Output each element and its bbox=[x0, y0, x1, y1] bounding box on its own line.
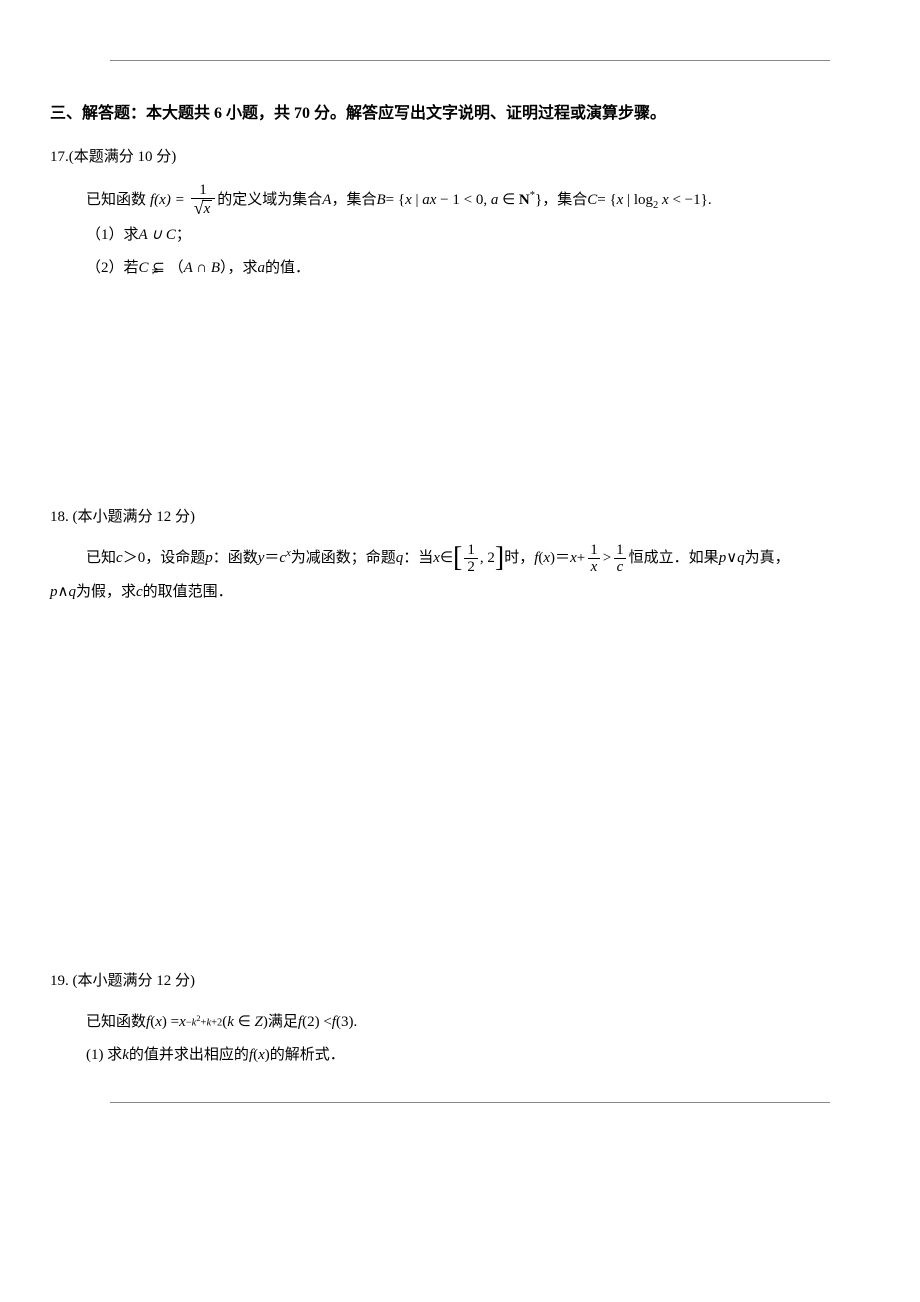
q18-x1: x bbox=[433, 542, 440, 575]
q18-head: 18. (本小题满分 12 分) bbox=[50, 505, 870, 526]
q17-p1-label: （1）求 bbox=[86, 219, 139, 252]
q18-c1: c bbox=[116, 542, 123, 575]
q18-and: ∧ bbox=[58, 576, 69, 609]
q18-colon1: ：函数 bbox=[213, 542, 258, 575]
q18-x2: x bbox=[543, 542, 550, 575]
q18-false: 为假，求 bbox=[76, 576, 136, 609]
q17-p2-label: （2）若 bbox=[86, 252, 139, 285]
q18-when: 时， bbox=[504, 542, 534, 575]
q17-comma1: ，集合 bbox=[331, 184, 376, 217]
q17-p2-mid2: ），求 bbox=[220, 252, 258, 285]
q18-interval: [ 12 , 2 ] bbox=[453, 542, 504, 576]
q18-q2: q bbox=[737, 542, 745, 575]
q19-part1: (1) 求 k 的值并求出相应的 f(x) 的解析式． bbox=[86, 1039, 870, 1072]
q18-line1: 已知 c ＞0，设命题 p ：函数 y ＝ cx 为减函数；命题 q ：当 x … bbox=[86, 542, 870, 576]
q19-k: k bbox=[122, 1039, 129, 1072]
q19-head: 19. (本小题满分 12 分) bbox=[50, 969, 870, 990]
q17-part1: （1）求 A ∪ C ； bbox=[86, 219, 870, 252]
q17-period: . bbox=[708, 184, 712, 217]
section-header: 三、解答题：本大题共 6 小题，共 70 分。解答应写出文字说明、证明过程或演算… bbox=[50, 101, 870, 127]
q18-prefix: 已知 bbox=[86, 542, 116, 575]
q18-1overx: 1x bbox=[587, 542, 601, 576]
q19-period: . bbox=[353, 1006, 357, 1039]
q17-A: A bbox=[322, 184, 331, 217]
q18-or: ∨ bbox=[726, 542, 737, 575]
q18-q3: q bbox=[68, 576, 76, 609]
q18-cgt0: ＞0，设命题 bbox=[123, 542, 206, 575]
q17-line1: 已知函数 f(x) = 1 √x 的定义域为集合 A ，集合 B = {x | … bbox=[86, 182, 870, 219]
gap-1 bbox=[50, 285, 870, 505]
q18-eq1: ＝ bbox=[264, 542, 279, 575]
q18-p1: p bbox=[205, 542, 213, 575]
q19-kz: (k ∈ Z) bbox=[222, 1006, 268, 1039]
q18-range: 的取值范围． bbox=[143, 576, 233, 609]
q18-c2: c bbox=[136, 576, 143, 609]
q19-tail: 的解析式． bbox=[270, 1039, 345, 1072]
q19-prefix: 已知函数 bbox=[86, 1006, 146, 1039]
q17-Cexpr: = {x | log2 x < −1} bbox=[597, 184, 708, 217]
q17-setC: C bbox=[587, 184, 597, 217]
q18-1overc: 1c bbox=[613, 542, 627, 576]
q18-q1: q bbox=[396, 542, 404, 575]
q17-Bexpr: = {x | ax − 1 < 0, a ∈ N*} bbox=[386, 184, 543, 217]
q18-p3: p bbox=[50, 576, 58, 609]
q17-AuC: A ∪ C bbox=[139, 219, 176, 252]
q18-in: ∈ bbox=[440, 542, 453, 575]
subsetneq-icon: ⊆≠ bbox=[149, 252, 169, 285]
q18-dec: 为减函数；命题 bbox=[291, 542, 396, 575]
q19-exp: −k2+k+2 bbox=[186, 1010, 223, 1035]
q17-head: 17.(本题满分 10 分) bbox=[50, 145, 870, 166]
q17-C2: C bbox=[139, 252, 149, 285]
q17-p2-mid1: （ bbox=[169, 252, 184, 285]
q19-p1-label: (1) 求 bbox=[86, 1039, 122, 1072]
top-rule bbox=[110, 60, 830, 61]
q18-cx: cx bbox=[279, 542, 290, 575]
gap-2 bbox=[50, 609, 870, 969]
q18-line2: p ∧ q 为假，求 c 的取值范围． bbox=[50, 576, 870, 609]
q17-comma2: ，集合 bbox=[542, 184, 587, 217]
q18-hold: 恒成立．如果 bbox=[629, 542, 719, 575]
q17-setB: B bbox=[376, 184, 385, 217]
q17-mid1: 的定义域为集合 bbox=[217, 184, 322, 217]
q17-frac: 1 √x bbox=[191, 182, 216, 219]
q18-p2: p bbox=[719, 542, 727, 575]
q17-part2: （2）若 C ⊆≠ （ A ∩ B ），求 a 的值． bbox=[86, 252, 870, 285]
q17-p1-tail: ； bbox=[176, 219, 191, 252]
q19-mid: 的值并求出相应的 bbox=[129, 1039, 249, 1072]
q18-y: y bbox=[258, 542, 265, 575]
q17-a: a bbox=[258, 252, 266, 285]
bottom-rule bbox=[110, 1102, 830, 1103]
q18-true: 为真， bbox=[745, 542, 790, 575]
q17-prefix1: 已知函数 bbox=[86, 184, 146, 217]
q18-x3: x bbox=[570, 542, 577, 575]
q17-fx: f(x) = bbox=[150, 184, 185, 217]
q19-sat: 满足 bbox=[268, 1006, 298, 1039]
q17-AcapB: A ∩ B bbox=[184, 252, 220, 285]
q19-line1: 已知函数 f(x) = x−k2+k+2 (k ∈ Z) 满足 f(2) < f… bbox=[86, 1006, 870, 1039]
q18-colon2: ：当 bbox=[403, 542, 433, 575]
q17-p2-tail: 的值． bbox=[265, 252, 310, 285]
q18-eq2: ＝ bbox=[555, 542, 570, 575]
